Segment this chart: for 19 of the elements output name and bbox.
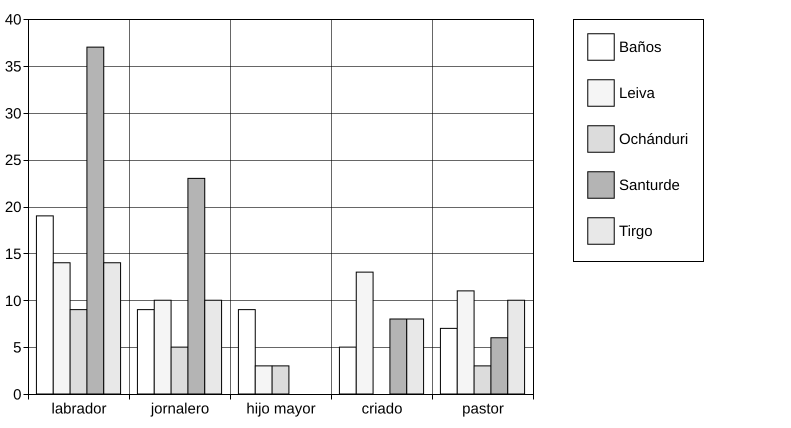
y-tick-label: 35: [4, 58, 22, 76]
y-tick-label: 25: [4, 152, 22, 170]
x-tick-label: labrador: [51, 400, 107, 418]
y-tick-label: 40: [4, 12, 22, 28]
y-tick-label: 0: [13, 386, 22, 404]
x-tick-label: criado: [362, 400, 402, 418]
x-tick-label: jornalero: [150, 400, 210, 418]
y-tick-label: 10: [4, 292, 22, 310]
x-tick-label: hijo mayor: [246, 400, 316, 418]
y-tick-label: 30: [4, 105, 22, 122]
legend-label: Baños: [619, 39, 662, 56]
legend-label: Tirgo: [619, 223, 653, 240]
y-tick-label: 20: [4, 199, 22, 216]
legend-label: Ochánduri: [619, 131, 688, 148]
x-tick-label: pastor: [462, 400, 504, 418]
y-tick-label: 15: [4, 246, 22, 263]
legend-label: Santurde: [619, 177, 680, 194]
legend-label: Leiva: [619, 85, 656, 102]
y-tick-label: 5: [13, 340, 22, 357]
